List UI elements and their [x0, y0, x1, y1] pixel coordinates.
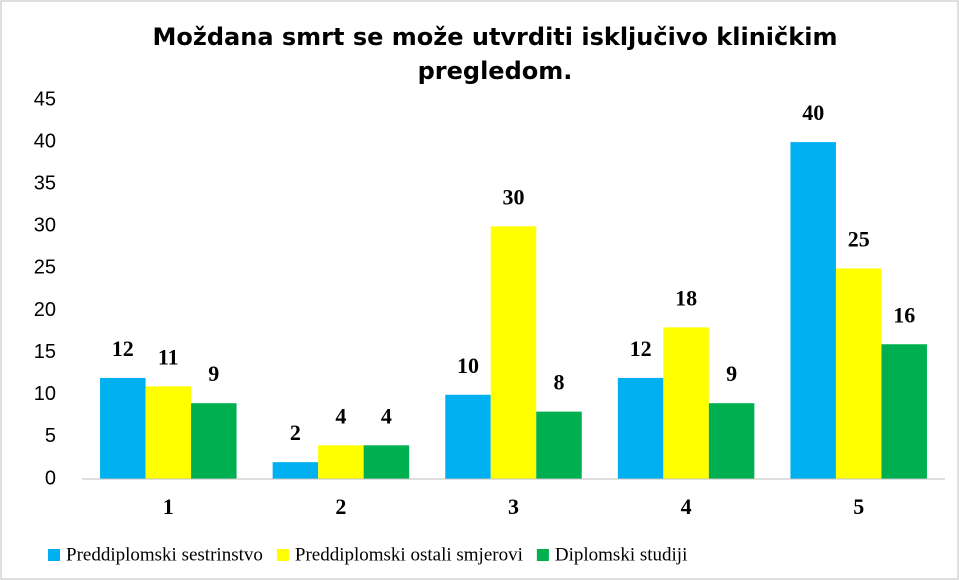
- bar: [663, 327, 709, 479]
- x-tick-label: 5: [853, 494, 864, 519]
- bar: [617, 377, 664, 479]
- data-label: 2: [290, 420, 301, 445]
- y-tick-label: 10: [34, 383, 56, 405]
- y-tick-label: 15: [34, 341, 56, 363]
- data-label: 30: [503, 184, 525, 209]
- y-tick-label: 35: [34, 173, 56, 195]
- data-label: 12: [630, 336, 652, 361]
- x-tick-label: 4: [681, 494, 692, 519]
- bar: [145, 386, 192, 479]
- x-tick-label: 2: [335, 494, 346, 519]
- bar: [191, 403, 237, 479]
- data-label: 16: [893, 302, 915, 327]
- data-label: 18: [675, 285, 697, 310]
- bar: [790, 142, 836, 479]
- data-label: 11: [158, 344, 179, 369]
- bar: [445, 394, 491, 479]
- y-tick-label: 40: [34, 130, 56, 152]
- data-label: 12: [112, 336, 134, 361]
- bar: [708, 403, 755, 479]
- y-tick-label: 20: [34, 299, 56, 321]
- bar: [100, 377, 146, 479]
- bar: [536, 411, 582, 479]
- legend-swatch: [276, 549, 289, 561]
- bar: [881, 344, 927, 479]
- legend-swatch: [536, 549, 549, 561]
- data-label: 40: [802, 100, 824, 125]
- chart-title: Moždana smrt se može utvrditi isključivo…: [152, 23, 838, 85]
- y-tick-label: 25: [34, 257, 56, 279]
- bar: [490, 226, 537, 479]
- y-tick-label: 45: [34, 88, 56, 110]
- data-label: 9: [726, 361, 737, 386]
- bar: [363, 445, 410, 479]
- data-label: 4: [381, 403, 392, 428]
- legend-label: Preddiplomski ostali smjerovi: [295, 544, 523, 565]
- y-tick-label: 0: [45, 467, 56, 489]
- x-tick-label: 1: [163, 494, 174, 519]
- data-label: 4: [335, 403, 346, 428]
- legend-label: Diplomski studiji: [555, 544, 688, 565]
- x-tick-label: 3: [508, 494, 519, 519]
- legend-swatch: [48, 549, 60, 561]
- data-label: 9: [208, 361, 219, 386]
- y-tick-label: 5: [45, 425, 56, 447]
- data-label: 8: [554, 370, 565, 395]
- data-label: 10: [457, 353, 479, 378]
- legend-label: Preddiplomski sestrinstvo: [66, 544, 263, 565]
- bar: [835, 268, 882, 479]
- bar: [272, 462, 319, 479]
- y-tick-label: 30: [34, 215, 56, 237]
- bar: [318, 445, 364, 479]
- data-label: 25: [848, 226, 870, 251]
